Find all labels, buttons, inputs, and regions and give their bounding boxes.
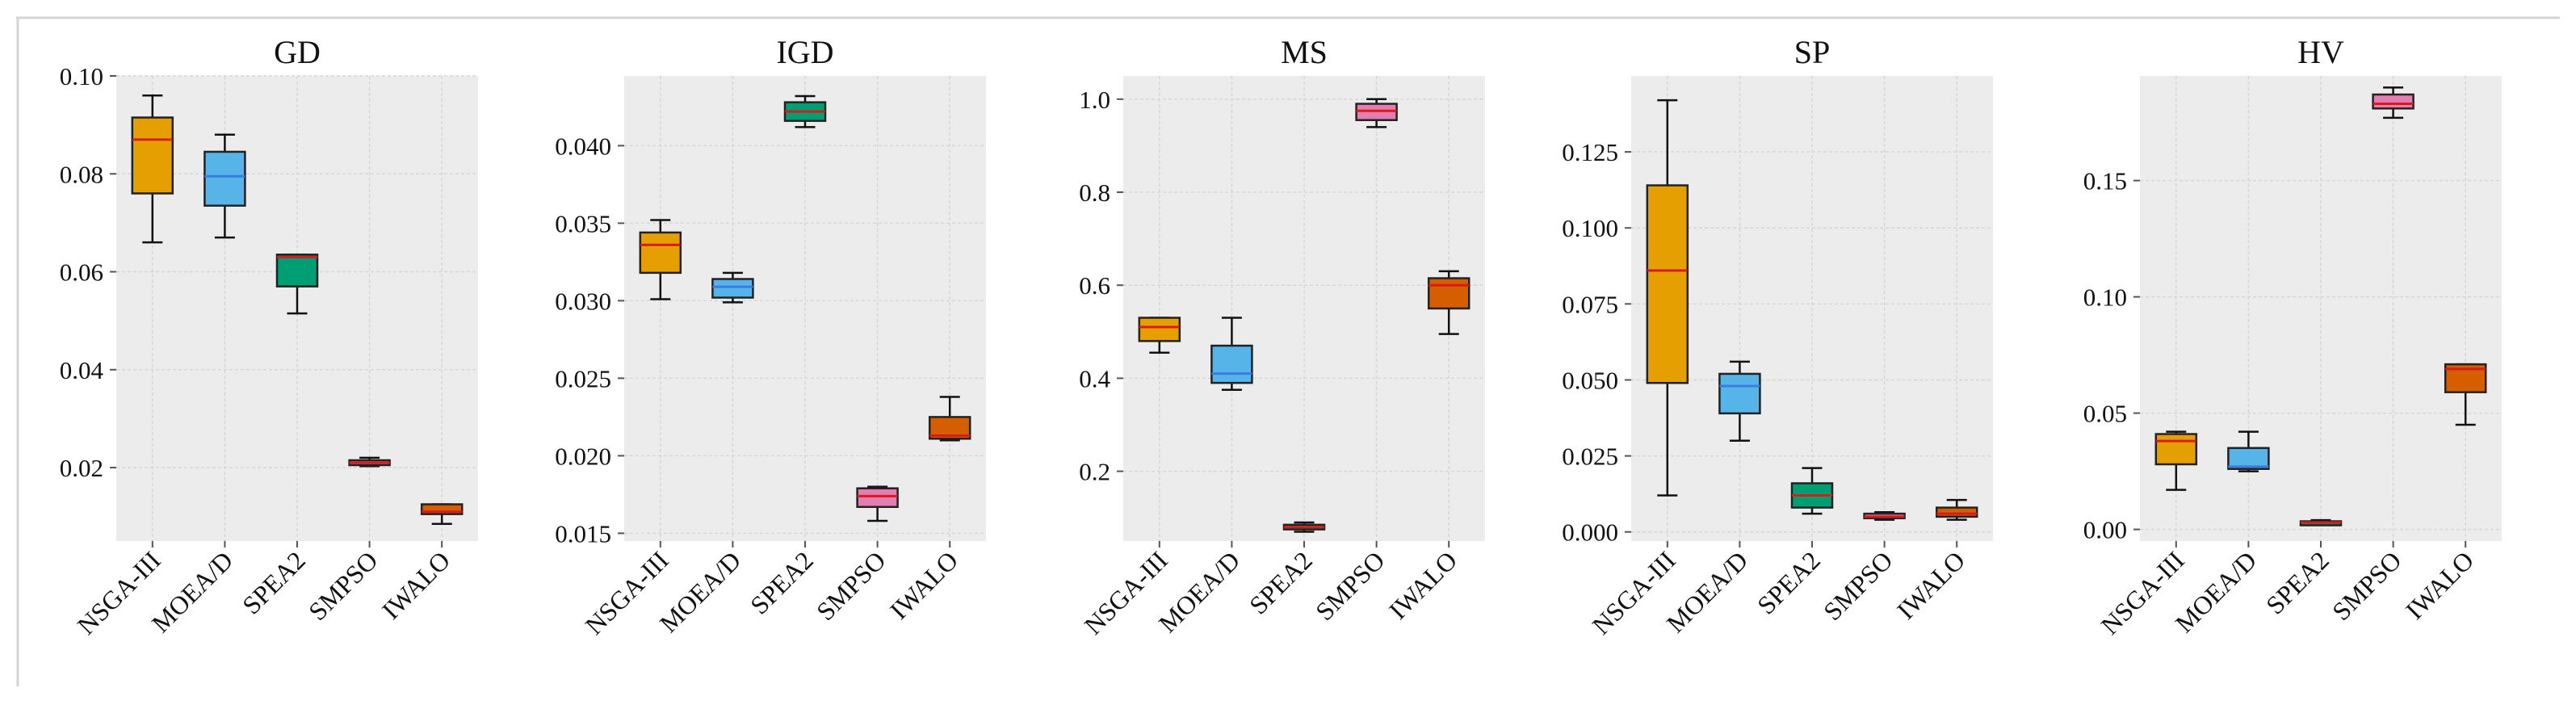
box-iwalo [928, 396, 971, 442]
box-iwalo [2444, 363, 2487, 426]
y-tick-label: 0.125 [1562, 138, 1618, 166]
y-tick-label: 0.10 [60, 62, 103, 90]
box-moea-d [1718, 360, 1761, 443]
gridlines [1123, 76, 1485, 541]
y-axis-ticks: 0.000 0.025 0.050 0.075 0.100 0.125 [1562, 138, 1631, 547]
box-smpso [856, 485, 899, 522]
iqr-box [1646, 184, 1689, 384]
y-tick-label: 0.030 [555, 287, 611, 315]
y-tick-label: 0.10 [2083, 283, 2127, 312]
boxes [131, 94, 464, 526]
boxes [1646, 99, 1978, 521]
box-spea2 [275, 254, 319, 315]
y-axis-ticks: 0.015 0.020 0.025 0.030 0.035 0.040 [555, 132, 624, 547]
gridlines [1631, 76, 1993, 541]
iqr-box [639, 231, 682, 275]
iqr-box [1427, 277, 1471, 310]
box-moea-d [2227, 430, 2270, 472]
box-spea2 [1282, 521, 1326, 533]
y-tick-label: 0.2 [1079, 458, 1110, 486]
y-tick-label: 0.00 [2083, 516, 2127, 544]
panel-title: MS [1281, 34, 1328, 70]
boxes [2154, 86, 2487, 527]
y-tick-label: 0.4 [1079, 364, 1110, 392]
box-nsga-iii [1646, 99, 1689, 497]
iqr-box [1935, 506, 1978, 518]
y-tick-label: 0.02 [60, 454, 103, 482]
iqr-box [856, 487, 899, 509]
box-iwalo [420, 503, 464, 526]
box-spea2 [1790, 467, 1834, 515]
box-iwalo [1427, 270, 1471, 335]
box-smpso [1863, 510, 1906, 521]
y-tick-label: 0.020 [555, 442, 611, 470]
y-tick-label: 1.0 [1079, 86, 1110, 114]
panel-hv: 0.000.050.100.15 NSGA-IIIMOEA/DSPEA2SMPS… [2083, 34, 2502, 640]
y-tick-label: 0.000 [1562, 518, 1618, 547]
iqr-box [131, 116, 174, 195]
y-tick-label: 0.100 [1562, 214, 1618, 242]
box-nsga-iii [2154, 430, 2198, 491]
y-tick-label: 0.8 [1079, 178, 1110, 207]
y-tick-label: 0.015 [555, 519, 611, 547]
y-tick-label: 0.06 [60, 258, 103, 287]
box-iwalo [1935, 498, 1978, 521]
panel-title: HV [2297, 34, 2344, 70]
iqr-box [2372, 93, 2414, 110]
box-smpso [348, 456, 391, 468]
iqr-box [203, 150, 246, 207]
panel-title: GD [274, 34, 321, 70]
box-spea2 [2299, 518, 2343, 527]
y-tick-label: 0.075 [1562, 290, 1618, 318]
iqr-box [1138, 317, 1181, 342]
box-nsga-iii [1138, 317, 1181, 354]
y-tick-label: 0.040 [555, 132, 611, 160]
y-tick-label: 0.025 [555, 364, 611, 392]
iqr-box [2154, 433, 2198, 466]
box-moea-d [1210, 317, 1253, 392]
y-tick-label: 0.035 [555, 209, 611, 237]
iqr-box [711, 278, 754, 299]
y-tick-label: 0.08 [60, 160, 103, 188]
iqr-box [1210, 344, 1253, 384]
box-nsga-iii [131, 94, 174, 244]
iqr-box [275, 254, 319, 287]
boxes [1138, 98, 1471, 533]
y-axis-ticks: 0.02 0.04 0.06 0.08 0.10 [60, 62, 116, 482]
y-tick-label: 0.050 [1562, 366, 1618, 394]
y-axis-ticks: 0.2 0.4 0.6 0.8 1.0 [1079, 86, 1123, 486]
y-tick-label: 0.6 [1079, 271, 1110, 300]
iqr-box [1718, 372, 1761, 415]
y-tick-label: 0.05 [2083, 400, 2127, 428]
panel-title: IGD [776, 34, 833, 70]
box-smpso [2372, 86, 2414, 120]
box-moea-d [711, 271, 754, 304]
gridlines [624, 76, 986, 541]
boxes [639, 94, 971, 522]
box-nsga-iii [639, 219, 682, 300]
box-moea-d [203, 133, 246, 239]
y-axis-ticks: 0.00 0.05 0.10 0.15 [2083, 167, 2140, 544]
panel-title: SP [1794, 34, 1831, 70]
box-spea2 [783, 94, 827, 128]
gridlines [2140, 76, 2502, 541]
y-tick-label: 0.15 [2083, 167, 2127, 195]
box-smpso [1355, 98, 1398, 128]
y-tick-label: 0.04 [60, 356, 104, 384]
y-tick-label: 0.025 [1562, 443, 1618, 471]
